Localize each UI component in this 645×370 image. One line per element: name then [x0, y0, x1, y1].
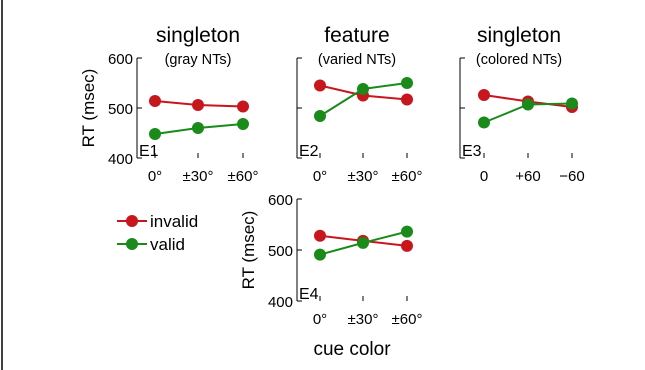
data-point-valid	[192, 122, 204, 134]
data-point-valid	[314, 248, 326, 261]
data-point-valid	[357, 236, 369, 249]
y-tick-label: 500	[268, 243, 293, 260]
panel-subtitle: (gray NTs)	[165, 52, 232, 68]
x-tick-label: ±60°	[392, 311, 423, 328]
series-valid	[314, 225, 413, 261]
x-axis-label: cue color	[313, 339, 391, 360]
data-point-invalid	[401, 93, 413, 106]
data-point-valid	[149, 128, 161, 140]
data-point-valid	[357, 83, 369, 95]
experiment-label: E1	[139, 143, 159, 160]
data-point-valid	[478, 116, 490, 129]
x-tick-label: 0°	[313, 311, 327, 328]
panel-subtitle: (colored NTs)	[476, 52, 562, 68]
legend-swatch-marker-valid	[126, 238, 138, 250]
y-tick-label: 400	[108, 151, 133, 168]
data-point-invalid	[237, 100, 249, 113]
legend-swatch-marker-invalid	[126, 215, 138, 227]
panel-4: 400 500 600 0° ±30° ±60° RT (msec) E4 cue color	[239, 192, 422, 360]
y-tick-label: 600	[268, 192, 293, 209]
data-point-invalid	[401, 239, 413, 252]
data-point-invalid	[478, 89, 490, 101]
panel-subtitle: (varied NTs)	[318, 52, 396, 68]
series-invalid	[149, 95, 249, 113]
experiment-label: E2	[299, 143, 319, 160]
panel-title: singleton	[477, 24, 561, 47]
y-axis-label: RT (msec)	[239, 211, 258, 290]
data-point-valid	[401, 77, 413, 89]
series-valid	[478, 97, 578, 129]
data-point-valid	[314, 110, 326, 122]
series-valid	[149, 118, 249, 140]
x-tick-label: 0	[480, 168, 488, 185]
data-point-invalid	[314, 229, 326, 242]
data-point-valid	[522, 98, 534, 111]
data-point-valid	[566, 97, 578, 110]
x-tick-label: +60	[515, 168, 540, 185]
panel-title: singleton	[156, 24, 240, 47]
y-tick-label: 500	[108, 101, 133, 118]
x-tick-label: ±60°	[392, 168, 423, 185]
data-point-invalid	[192, 99, 204, 111]
x-tick-label: ±30°	[183, 168, 214, 185]
legend: invalid valid	[117, 212, 198, 254]
experiment-label: E4	[299, 286, 319, 303]
panel-1: singleton (gray NTs) 400 500 600 0° ±30° ±60° RT…	[79, 24, 258, 185]
data-point-valid	[237, 118, 249, 130]
experiment-label: E3	[462, 143, 482, 160]
data-point-invalid	[314, 79, 326, 92]
legend-label-invalid: invalid	[150, 212, 198, 231]
panel-3: singleton (colored NTs) 0 +60 −60 E3	[459, 24, 585, 185]
legend-item-invalid: invalid	[117, 212, 198, 231]
x-tick-label: ±30°	[348, 168, 379, 185]
series-invalid	[314, 79, 413, 106]
x-tick-label: ±60°	[228, 168, 259, 185]
panel-2: feature (varied NTs) 0° ±30° ±60° E2	[296, 24, 423, 185]
x-tick-label: ±30°	[348, 311, 379, 328]
y-axis-label: RT (msec)	[79, 69, 98, 148]
legend-item-valid: valid	[117, 235, 185, 254]
legend-label-valid: valid	[150, 235, 185, 254]
panel-title: feature	[324, 24, 389, 47]
x-tick-label: 0°	[313, 168, 327, 185]
data-point-valid	[401, 225, 413, 238]
series-valid	[314, 77, 413, 122]
x-tick-label: −60	[559, 168, 584, 185]
x-tick-label: 0°	[148, 168, 162, 185]
y-tick-label: 400	[268, 294, 293, 311]
y-tick-label: 600	[108, 51, 133, 68]
data-point-invalid	[149, 95, 161, 107]
